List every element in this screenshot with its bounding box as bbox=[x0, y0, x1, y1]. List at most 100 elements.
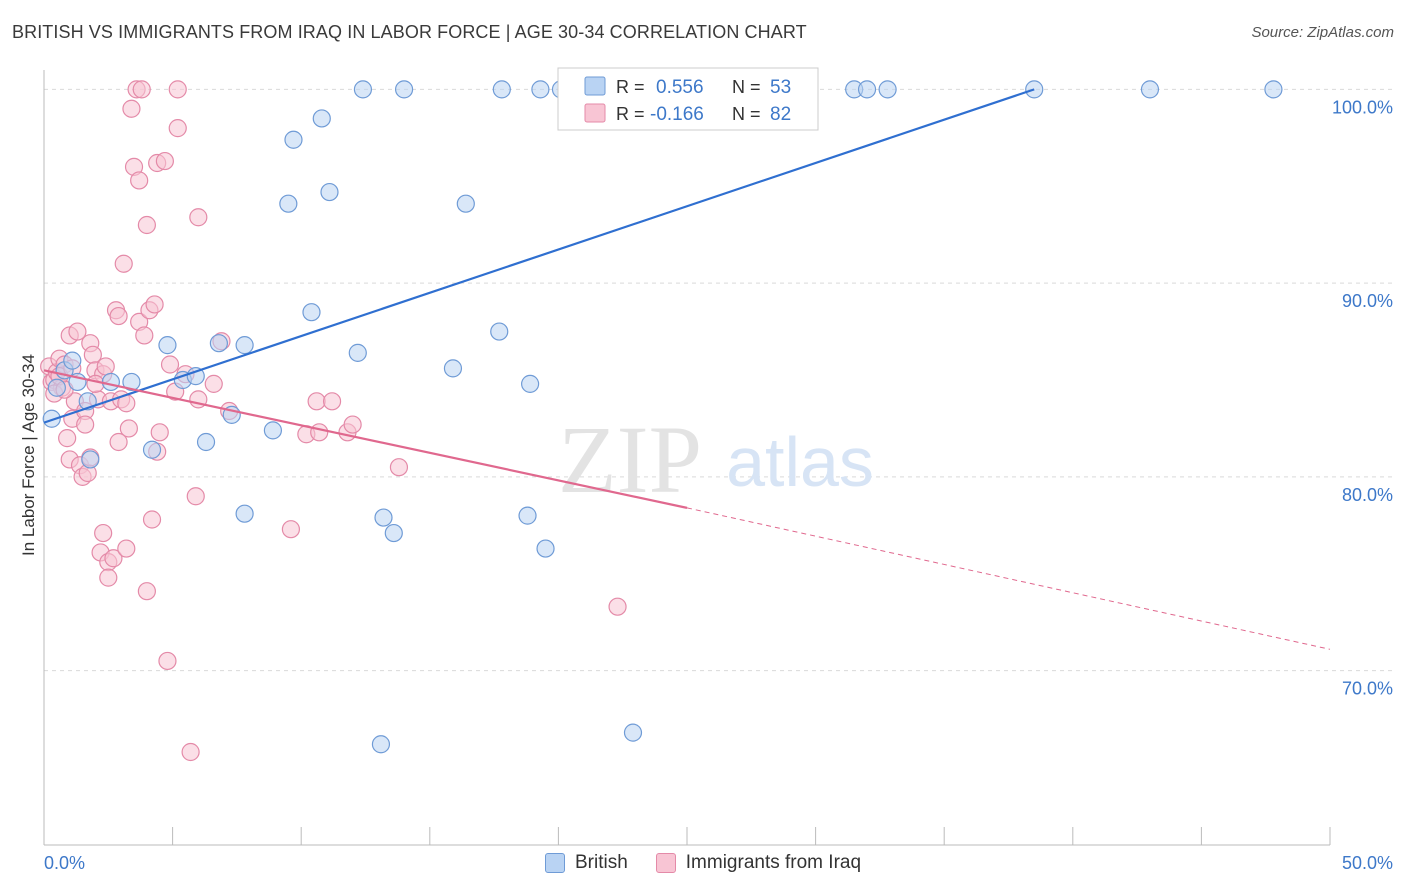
iraq-point bbox=[119, 419, 138, 438]
gridlines bbox=[44, 88, 1395, 672]
british-point bbox=[531, 80, 550, 99]
british-point bbox=[371, 735, 391, 754]
iraq-point bbox=[58, 429, 77, 448]
iraq-trend-extension bbox=[686, 507, 1331, 650]
stat-n-value-iraq: 82 bbox=[770, 104, 791, 125]
iraq-point bbox=[204, 374, 223, 393]
british-point bbox=[320, 182, 339, 202]
british-point bbox=[857, 80, 877, 99]
british-point bbox=[492, 80, 511, 99]
british-point bbox=[263, 421, 283, 440]
british-point bbox=[142, 440, 162, 459]
british-point bbox=[1140, 80, 1160, 99]
iraq-point bbox=[109, 432, 128, 452]
y-axis-label: In Labor Force | Age 30-34 bbox=[19, 354, 38, 556]
british-point bbox=[1264, 80, 1283, 99]
x-tick-label-max: 50.0% bbox=[1342, 853, 1393, 873]
iraq-point bbox=[160, 355, 180, 374]
british-point bbox=[536, 539, 555, 558]
british-point bbox=[521, 374, 540, 393]
iraq-point bbox=[281, 520, 301, 539]
y-tick-label: 90.0% bbox=[1342, 291, 1393, 311]
british-point bbox=[384, 523, 403, 543]
watermark-zip: ZIP bbox=[558, 406, 702, 513]
iraq-point bbox=[310, 423, 329, 442]
iraq-point bbox=[68, 322, 87, 341]
iraq-point bbox=[137, 215, 156, 235]
iraq-point bbox=[150, 423, 169, 442]
iraq-point bbox=[122, 99, 141, 118]
legend-swatch-iraq-bottom bbox=[655, 853, 676, 873]
legend-item-iraq[interactable]: Immigrants from Iraq bbox=[655, 852, 862, 874]
british-point bbox=[623, 723, 643, 742]
source-credit: Source: ZipAtlas.com bbox=[1251, 24, 1394, 41]
british-point bbox=[279, 194, 298, 213]
stat-r-value-iraq: -0.166 bbox=[650, 104, 704, 125]
british-point bbox=[312, 109, 331, 128]
legend-label-iraq: Immigrants from Iraq bbox=[685, 852, 862, 873]
british-point bbox=[42, 409, 61, 428]
iraq-point bbox=[130, 171, 149, 190]
iraq-point bbox=[99, 568, 118, 587]
iraq-point bbox=[114, 254, 133, 273]
iraq-point bbox=[86, 374, 105, 393]
y-tick-label: 100.0% bbox=[1332, 97, 1393, 117]
iraq-point bbox=[137, 582, 156, 601]
tick-labels: 70.0% 80.0% 90.0% 100.0% 0.0% 50.0% bbox=[44, 97, 1393, 873]
legend-item-british[interactable]: British bbox=[544, 852, 628, 874]
iraq-point bbox=[158, 651, 177, 671]
y-tick-label: 80.0% bbox=[1342, 485, 1393, 505]
iraq-point bbox=[168, 119, 187, 138]
british-point bbox=[284, 130, 303, 149]
iraq-point bbox=[155, 151, 174, 171]
british-point bbox=[302, 303, 321, 322]
british-point bbox=[196, 432, 216, 452]
chart-title: BRITISH VS IMMIGRANTS FROM IRAQ IN LABOR… bbox=[12, 22, 807, 42]
legend-label-british: British bbox=[574, 852, 628, 873]
stats-legend: R = 0.556 N = 53 R = -0.166 N = 82 bbox=[557, 67, 819, 131]
iraq-point bbox=[142, 510, 162, 529]
british-point bbox=[209, 334, 228, 353]
british-trend-line bbox=[43, 88, 1035, 424]
iraq-point bbox=[117, 539, 136, 558]
stat-n-value-british: 53 bbox=[770, 77, 791, 98]
y-tick-label: 70.0% bbox=[1342, 679, 1393, 699]
legend-swatch-iraq bbox=[584, 103, 606, 123]
stat-r-label-iraq: R = bbox=[616, 104, 645, 124]
british-point bbox=[235, 336, 254, 355]
legend-swatch-british-bottom bbox=[544, 853, 565, 873]
iraq-point bbox=[96, 357, 115, 376]
trend-lines bbox=[43, 88, 1331, 650]
british-point bbox=[878, 80, 897, 99]
stat-r-value-british: 0.556 bbox=[656, 77, 704, 98]
british-point bbox=[235, 504, 254, 523]
british-point bbox=[518, 506, 537, 525]
iraq-point bbox=[135, 326, 154, 345]
british-point bbox=[81, 450, 100, 469]
legend-swatch-british bbox=[584, 76, 606, 96]
axes bbox=[43, 70, 1331, 846]
stat-n-label-iraq: N = bbox=[732, 104, 761, 124]
iraq-points bbox=[40, 80, 627, 762]
x-tick-label-min: 0.0% bbox=[44, 853, 85, 873]
british-point bbox=[47, 378, 66, 397]
british-point bbox=[394, 80, 414, 99]
iraq-point bbox=[109, 306, 128, 326]
iraq-point bbox=[168, 80, 187, 99]
iraq-point bbox=[181, 742, 200, 762]
stat-n-label-british: N = bbox=[732, 77, 761, 97]
british-point bbox=[122, 372, 141, 392]
british-point bbox=[158, 336, 177, 355]
iraq-point bbox=[343, 415, 362, 434]
british-point bbox=[490, 322, 509, 341]
british-point bbox=[456, 194, 475, 213]
iraq-point bbox=[189, 208, 208, 227]
iraq-point bbox=[76, 415, 95, 434]
british-point bbox=[348, 343, 367, 362]
stat-r-label-british: R = bbox=[616, 77, 645, 97]
iraq-point bbox=[104, 549, 123, 568]
british-point bbox=[63, 351, 82, 370]
iraq-point bbox=[608, 597, 627, 616]
iraq-point bbox=[145, 295, 164, 314]
